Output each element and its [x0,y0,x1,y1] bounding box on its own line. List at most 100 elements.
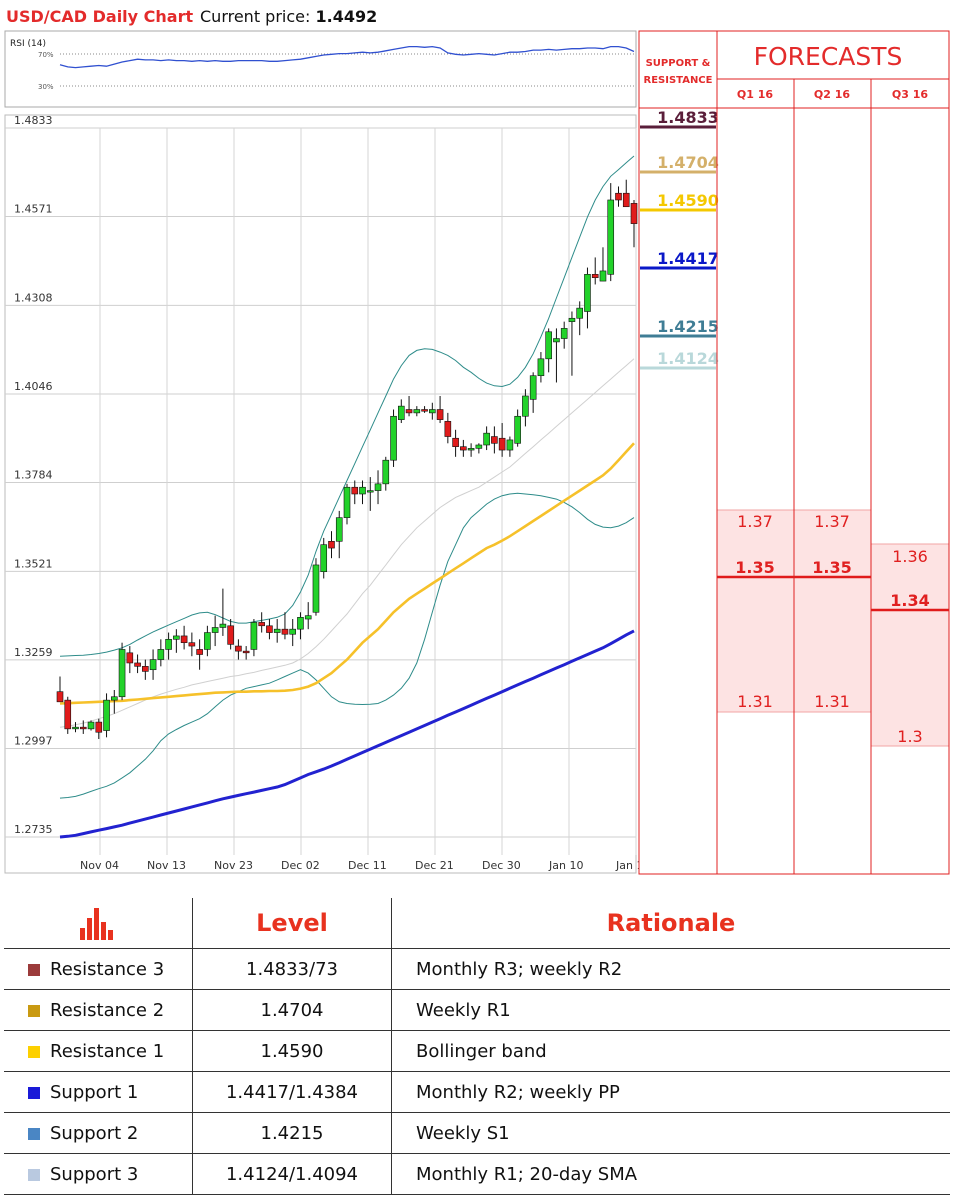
candle-body [79,726,87,730]
candle [374,470,382,505]
candle-body [506,439,514,451]
rsi-panel [4,30,637,108]
candle-body [180,635,188,643]
candle [87,720,95,731]
candle [483,426,490,451]
candle [118,642,126,701]
quarter-q3: Q3 16 [892,88,928,101]
candle-body [56,691,64,703]
level-name-cell: Support 3 [4,1153,193,1195]
candle-body [188,642,196,647]
candle [584,267,591,329]
bollinger-upper-line [59,155,635,657]
y-tick-label: 1.4308 [14,291,53,304]
candle-body [343,486,351,518]
candle [297,612,304,640]
candle [429,402,436,420]
candle [273,619,281,643]
level-value: 1.4704 [192,989,392,1031]
candle [227,619,234,650]
candle-body [366,490,374,493]
candle-body [95,721,103,733]
y-tick-label: 1.2735 [14,823,53,836]
candle-body [483,432,490,446]
candle [211,615,219,647]
level-name: Resistance 1 [50,1040,165,1062]
candle [529,372,537,413]
candle-body [219,623,227,628]
x-tick-label: Dec 21 [415,859,454,872]
q1-low: 1.31 [737,692,773,711]
y-axis-ticks: 1.4833 1.4571 1.4308 1.4046 1.3784 1.3521 1.32… [14,114,53,836]
q3-mid: 1.34 [890,591,929,610]
candle [452,429,459,457]
candle [405,395,413,417]
y-tick-label: 1.4833 [14,114,53,127]
candle-body [591,274,599,279]
candle-body [72,726,79,730]
candle-body [498,437,506,451]
header-rationale: Rationale [391,898,950,949]
q2-high: 1.37 [814,512,850,531]
candle [343,483,351,525]
y-tick-label: 1.4046 [14,380,53,393]
sma-200-line [59,629,635,839]
q3-high: 1.36 [892,547,928,566]
candle-body [273,628,281,633]
level-value: 1.4215 [192,1112,392,1154]
candle [475,443,483,454]
candle [242,646,250,660]
candle-body [126,652,134,664]
sr-level-value: 1.4590 [657,191,719,210]
chart-canvas: USD/CAD Daily Chart Current price: 1.449… [4,7,950,875]
rsi-tick-70: 70% [38,51,54,59]
candle [630,199,638,248]
candle [110,689,118,714]
current-price: Current price: 1.4492 [200,7,377,26]
level-value: 1.4590 [192,1030,392,1072]
candle [79,720,87,734]
candle-body [436,409,444,420]
candle-body [134,662,141,667]
candle-body [64,699,72,730]
candle-body [266,625,273,633]
candle [390,409,397,467]
candle-body [382,459,390,485]
candle-body [491,436,498,444]
color-swatch [28,1004,40,1017]
x-tick-label: Jan 10 [548,859,583,872]
level-name: Support 2 [50,1122,139,1144]
level-rationale: Bollinger band [391,1030,950,1072]
candle [180,625,188,650]
sr-level-value: 1.4215 [657,317,719,336]
forecast-range [870,543,950,747]
candle-body [584,274,591,312]
x-tick-label: Dec 11 [348,859,387,872]
candle [607,183,615,282]
level-name-cell: Resistance 1 [4,1030,193,1072]
y-tick-label: 1.3784 [14,469,53,482]
candle-body [397,405,405,420]
candle [553,328,560,383]
candle-body [196,649,203,655]
table-row: Resistance 3 1.4833/73 Monthly R3; weekly … [4,948,950,990]
candle [312,558,320,616]
candle [568,311,576,376]
candle-body [452,437,459,447]
table-row: Support 1 1.4417/1.4384 Monthly R2; weekly… [4,1071,950,1113]
forecasts-title: FORECASTS [754,42,903,71]
candle [436,395,444,424]
y-tick-label: 1.3521 [14,557,53,570]
sr-level-value: 1.4704 [657,153,719,172]
color-swatch [28,1086,40,1099]
candle-body [576,307,584,319]
candle [397,399,405,424]
candle [250,619,258,657]
candle-body [165,639,172,650]
candle-body [560,328,568,339]
candlesticks [56,179,638,739]
color-swatch [28,1168,40,1181]
candle [460,439,467,457]
forecast-panel [716,30,950,875]
candle-body [173,635,180,640]
